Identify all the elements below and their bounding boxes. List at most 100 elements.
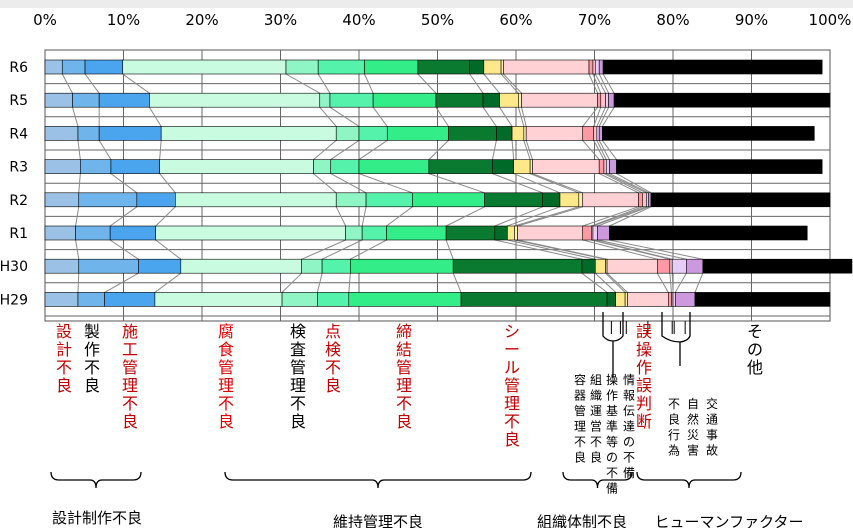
connector-line xyxy=(596,106,606,127)
connector-line xyxy=(521,107,527,127)
connector-line xyxy=(523,140,531,160)
bar-segment-h30-5 xyxy=(321,258,351,274)
connector-line xyxy=(435,106,449,127)
group-bracket-2 xyxy=(562,471,633,489)
bar-segment-r1-14 xyxy=(592,225,598,241)
bar-segment-r1-6 xyxy=(386,225,447,241)
bar-segment-r2-15 xyxy=(648,192,652,208)
x-tick-label: 0% xyxy=(33,11,57,29)
bar-segment-r1-9 xyxy=(507,225,515,241)
connector-line xyxy=(671,273,674,293)
connector-line xyxy=(593,107,602,127)
connector-line xyxy=(582,239,658,260)
connector-line xyxy=(372,106,388,127)
x-tick-label: 100% xyxy=(809,11,852,29)
bar-segment-h29-5 xyxy=(317,292,350,307)
row-label-r5: R5 xyxy=(9,93,28,109)
bar-segment-h29-2 xyxy=(104,292,156,307)
category-label-9: 操作基準等の不備 xyxy=(606,372,618,496)
bar-segment-r4-8 xyxy=(496,126,513,141)
category-label-4: 検査管理不良 xyxy=(290,322,306,431)
bar-segment-r4-14 xyxy=(596,126,600,141)
connector-line xyxy=(159,173,176,194)
connector-line xyxy=(316,273,323,293)
bar-segment-h29-3 xyxy=(154,292,283,307)
connector-line xyxy=(669,273,672,293)
connector-line xyxy=(598,73,610,94)
bar-segment-r5-0 xyxy=(44,92,73,108)
bar-segment-r2-16 xyxy=(650,192,831,208)
connector-line xyxy=(75,206,80,227)
bar-segment-r3-16 xyxy=(616,159,823,174)
top-strip xyxy=(0,0,853,8)
bar-segment-h29-14 xyxy=(672,292,676,307)
bar-segment-h29-11 xyxy=(627,292,669,307)
bar-segment-h30-9 xyxy=(594,258,606,274)
bar-segment-h30-1 xyxy=(78,258,139,274)
connector-line xyxy=(588,73,599,94)
bar-segment-r4-12 xyxy=(582,126,595,141)
bar-segment-r4-5 xyxy=(358,126,388,141)
x-tick-label: 20% xyxy=(185,11,218,29)
bar-segment-r5-14 xyxy=(605,92,609,108)
bar-segment-h29-6 xyxy=(348,292,462,307)
connector-line xyxy=(597,206,649,227)
connector-line xyxy=(582,140,600,160)
connector-line xyxy=(582,206,639,227)
bar-segment-r5-12 xyxy=(597,92,602,108)
bar-segment-r4-1 xyxy=(77,126,100,141)
connector-line xyxy=(609,173,649,194)
connector-line xyxy=(428,173,485,194)
connector-line xyxy=(500,73,519,94)
category-label-13: 不良行為 xyxy=(668,397,680,458)
x-tick-label: 50% xyxy=(421,11,454,29)
category-label-11: 容器管理不良 xyxy=(574,372,586,465)
connector-line xyxy=(594,272,617,293)
connector-line xyxy=(529,173,579,194)
bar-segment-h30-15 xyxy=(686,258,704,274)
bar-segment-h30-13 xyxy=(669,258,673,274)
connector-line xyxy=(514,206,579,227)
connector-line xyxy=(452,273,462,293)
connector-line xyxy=(78,173,81,193)
bar-segment-r3-13 xyxy=(603,159,607,174)
category-label-1: 製作不良 xyxy=(84,322,100,395)
bar-segment-r5-7 xyxy=(435,92,484,108)
group-labels: 設計制作不良 維持管理不良 組織体制不良 ヒューマンファクター xyxy=(50,471,803,528)
category-label-15: 交通事故 xyxy=(706,396,718,458)
bar-segment-r5-6 xyxy=(372,92,437,108)
bar-segment-r2-0 xyxy=(44,192,80,208)
connector-line xyxy=(597,239,687,260)
bar-segment-r4-13 xyxy=(593,126,598,141)
bar-segment-h30-2 xyxy=(138,258,182,274)
category-label-5: 点検不良 xyxy=(325,322,341,395)
connector-line xyxy=(598,106,610,127)
connector-line xyxy=(330,173,367,194)
bar-segment-r2-13 xyxy=(642,192,647,208)
bar-segment-r1-1 xyxy=(75,225,111,241)
group-label-1: 維持管理不良 xyxy=(333,513,423,528)
connector-line xyxy=(285,73,320,94)
bar-segment-r4-10 xyxy=(523,126,527,141)
connector-line xyxy=(592,73,602,94)
connector-line xyxy=(494,239,583,260)
connector-line xyxy=(482,106,497,127)
connector-line xyxy=(494,206,543,227)
connector-line xyxy=(596,140,607,160)
category-label-0: 設計不良 xyxy=(56,322,72,395)
connector-line xyxy=(594,73,606,94)
connector-line xyxy=(317,73,331,94)
connector-line xyxy=(507,206,561,227)
bar-segment-r2-10 xyxy=(578,192,584,208)
bar-segment-h29-16 xyxy=(694,292,831,307)
connector-line xyxy=(674,272,687,293)
bar-segment-r1-10 xyxy=(514,225,518,241)
bar-segment-r6-2 xyxy=(84,59,124,75)
bar-segment-h29-10 xyxy=(624,292,628,307)
connector-line xyxy=(61,73,73,94)
bar-segment-r6-0 xyxy=(44,59,63,75)
bar-segment-r2-7 xyxy=(484,192,543,208)
connector-line xyxy=(513,173,561,194)
bar-segment-r2-5 xyxy=(365,192,413,208)
